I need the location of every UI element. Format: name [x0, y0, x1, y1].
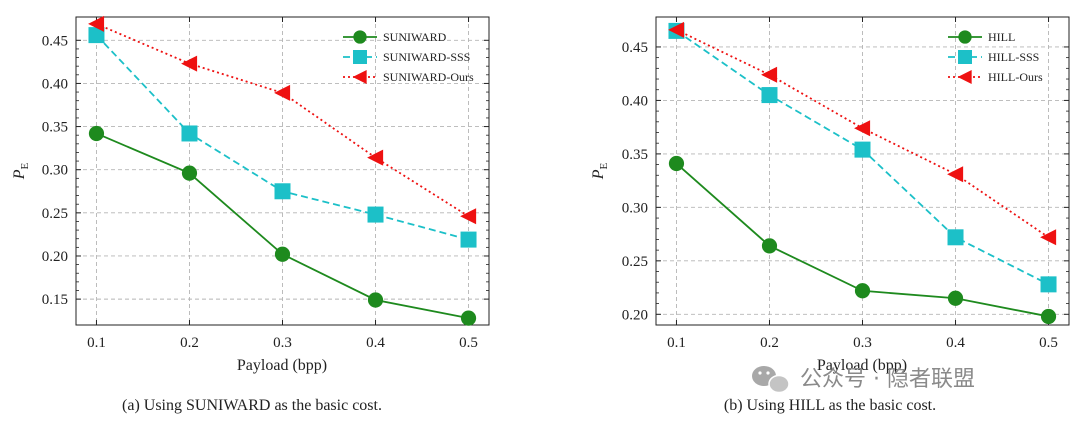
y-axis-label-a: PE [11, 162, 31, 180]
data-point [181, 125, 198, 142]
x-axis-label-b: Payload (bpp) [817, 357, 907, 374]
data-point [668, 21, 685, 38]
data-point [668, 155, 685, 172]
data-point [947, 290, 964, 306]
data-point [947, 229, 964, 246]
ticks-a: 0.1 0.2 0.3 0.4 0.5 0.15 0.20 0.25 0.30 0.35 0.40 0… [42, 17, 489, 351]
data-point [181, 55, 198, 72]
x-tick-label: 0.2 [180, 335, 199, 351]
data-point [367, 149, 384, 166]
data-point [947, 166, 964, 183]
watermark-text: 公众号 · 隐者联盟 [800, 367, 975, 392]
y-tick-label: 0.30 [42, 163, 68, 179]
x-tick-label: 0.4 [366, 335, 385, 351]
data-point [367, 206, 384, 223]
legend-marker-2 [352, 70, 367, 84]
wechat-icon [752, 366, 790, 394]
legend-a: SUNIWARD SUNIWARD-SSS SUNIWARD-Ours [343, 30, 474, 84]
series-b [668, 21, 1057, 325]
legend-marker-1 [353, 50, 367, 64]
data-point [854, 141, 871, 158]
x-tick-label: 0.3 [273, 335, 292, 351]
legend-marker-0 [958, 30, 972, 44]
chart-a: 0.1 0.2 0.3 0.4 0.5 0.15 0.20 0.25 0.30 0.35 0.40 0… [11, 15, 490, 414]
x-tick-label: 0.5 [1039, 335, 1058, 351]
legend-label-2: HILL-Ours [988, 70, 1043, 84]
legend-label-1: HILL-SSS [988, 50, 1039, 64]
data-point [460, 310, 477, 326]
data-point [460, 208, 477, 225]
ticks-b: 0.1 0.2 0.3 0.4 0.5 0.20 0.25 0.30 0.35 0.40 0.45 [622, 17, 1069, 351]
legend-marker-1 [958, 50, 972, 64]
legend-label-2: SUNIWARD-Ours [383, 70, 474, 84]
data-point [1040, 229, 1057, 246]
y-tick-label: 0.25 [622, 254, 648, 270]
legend-label-0: HILL [988, 30, 1015, 44]
data-point [181, 165, 198, 181]
x-tick-label: 0.5 [459, 335, 478, 351]
x-tick-label: 0.3 [853, 335, 872, 351]
y-tick-label: 0.20 [42, 249, 68, 265]
legend-b: HILL HILL-SSS HILL-Ours [948, 30, 1043, 84]
data-point [460, 231, 477, 248]
x-axis-label-a: Payload (bpp) [237, 357, 327, 374]
chart-b: 0.1 0.2 0.3 0.4 0.50.200.250.300.350.400.45 … [590, 16, 1070, 414]
y-tick-label: 0.25 [42, 206, 68, 222]
y-tick-label: 0.40 [622, 93, 648, 109]
x-tick-label: 0.2 [760, 335, 779, 351]
y-tick-label: 0.45 [622, 40, 648, 56]
y-tick-label: 0.40 [42, 76, 68, 92]
y-tick-label: 0.30 [622, 200, 648, 216]
legend-marker-0 [353, 30, 367, 44]
data-point [761, 87, 778, 104]
caption-b: (b) Using HILL as the basic cost. [724, 397, 936, 414]
legend-marker-2 [957, 70, 972, 84]
data-point [1040, 276, 1057, 293]
caption-a: (a) Using SUNIWARD as the basic cost. [122, 397, 382, 414]
data-point [274, 84, 291, 101]
y-tick-label: 0.15 [42, 292, 68, 308]
data-point [274, 246, 291, 262]
data-point [88, 27, 105, 44]
data-point [367, 292, 384, 308]
data-point [761, 66, 778, 83]
y-tick-label: 0.35 [42, 120, 68, 136]
legend-label-1: SUNIWARD-SSS [383, 50, 470, 64]
series-a [88, 15, 477, 326]
y-axis-label-b: PE [590, 162, 610, 180]
legend-label-0: SUNIWARD [383, 30, 447, 44]
x-tick-label: 0.1 [87, 335, 106, 351]
y-tick-label: 0.45 [42, 33, 68, 49]
y-tick-label: 0.35 [622, 147, 648, 163]
data-point [854, 283, 871, 299]
x-tick-label: 0.1 [667, 335, 686, 351]
data-point [854, 120, 871, 137]
y-tick-label: 0.20 [622, 307, 648, 323]
watermark: 公众号 · 隐者联盟 [752, 366, 975, 394]
data-point [1040, 308, 1057, 325]
data-point [88, 15, 105, 32]
data-point [761, 238, 778, 254]
data-point [274, 183, 291, 200]
x-tick-label: 0.4 [946, 335, 965, 351]
data-point [88, 125, 105, 142]
